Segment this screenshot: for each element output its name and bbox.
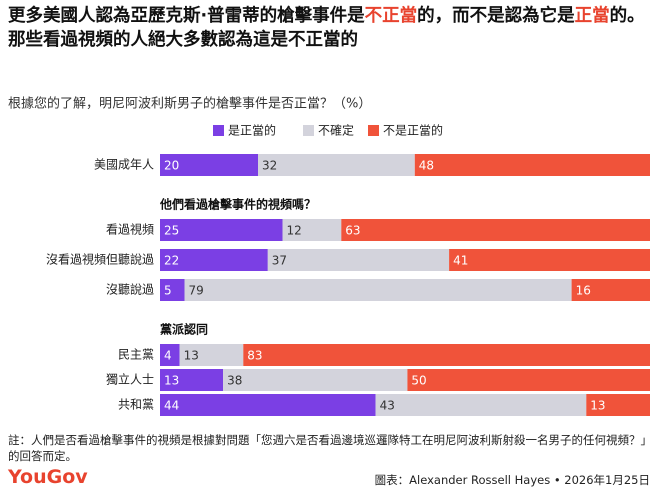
group-title: 他們看過槍擊事件的視頻嗎？ [159, 197, 316, 212]
value-label: 50 [411, 374, 426, 388]
bar-segment [267, 249, 450, 271]
value-label: 43 [380, 399, 395, 413]
bar-segment [341, 219, 650, 241]
value-label: 16 [576, 284, 591, 298]
category-label: 沒看過視頻但聽說過 [46, 252, 154, 267]
category-label: 看過視頻 [106, 222, 154, 237]
value-label: 5 [164, 284, 172, 298]
bar-segment [160, 394, 376, 416]
bar-segment [160, 344, 180, 366]
bar-segment [571, 279, 650, 301]
bar-segment [160, 154, 258, 176]
value-label: 79 [189, 284, 204, 298]
value-label: 13 [590, 399, 605, 413]
value-label: 48 [419, 159, 434, 173]
bar-segment [184, 279, 572, 301]
legend-label: 是正當的 [228, 123, 276, 138]
title-part: 的。那些看過視頻的人絕大多數認為這是不正當的 [8, 6, 645, 50]
legend-swatch [368, 125, 379, 136]
title-part: 更多美國人認為亞歷克斯·普雷蒂的槍擊事件是 [8, 6, 365, 26]
value-label: 41 [453, 254, 468, 268]
bar-segment [160, 219, 283, 241]
note: 註：人們是否看過槍擊事件的視頻是根據對問題「您週六是否看過邊境巡邏隊特工在明尼阿… [8, 433, 652, 463]
bar-segment [258, 154, 415, 176]
value-label: 12 [287, 224, 302, 238]
value-label: 25 [164, 224, 179, 238]
bar-segment [160, 369, 224, 391]
legend-swatch [303, 125, 314, 136]
bar-segment [586, 394, 650, 416]
legend-label: 不確定 [318, 123, 354, 138]
value-label: 4 [164, 349, 172, 363]
title-part: 的，而不是認為它是 [417, 6, 575, 26]
category-label: 美國成年人 [94, 158, 154, 172]
chart-title: 更多美國人認為亞歷克斯·普雷蒂的槍擊事件是不正當的，而不是認為它是正當的。那些看… [8, 4, 652, 52]
bar-segment [160, 279, 185, 301]
credit: 圖表：Alexander Rossell Hayes • 2026年1月25日 [374, 473, 650, 487]
value-label: 13 [184, 349, 199, 363]
value-label: 13 [164, 374, 179, 388]
subtitle: 根據您的了解，明尼阿波利斯男子的槍擊事件是否正當？（%） [8, 96, 371, 112]
value-label: 20 [164, 159, 179, 173]
title-part: 正當 [574, 6, 610, 26]
value-label: 32 [262, 159, 277, 173]
bar-segment [375, 394, 587, 416]
bar-segment [179, 344, 244, 366]
chart: 根據您的了解，明尼阿波利斯男子的槍擊事件是否正當？（%） 是正當的 不確定 不是正當… [8, 96, 651, 416]
title-part: 不正當 [364, 6, 418, 26]
category-label: 民主黨 [118, 348, 154, 362]
value-label: 37 [272, 254, 287, 268]
value-label: 38 [227, 374, 242, 388]
legend-label: 不是正當的 [383, 123, 443, 138]
legend-swatch [213, 125, 224, 136]
category-label: 沒聽說過 [106, 282, 154, 297]
category-label: 獨立人士 [106, 372, 154, 387]
bar-segment [160, 249, 268, 271]
bar-segment [449, 249, 650, 271]
value-label: 22 [164, 254, 179, 268]
value-label: 44 [164, 399, 179, 413]
group-title: 黨派認同 [160, 322, 208, 337]
logo: YouGov [8, 466, 88, 488]
bar-segment [407, 369, 650, 391]
bar-segment [282, 219, 342, 241]
category-label: 共和黨 [118, 398, 154, 412]
value-label: 63 [345, 224, 360, 238]
bar-segment [223, 369, 408, 391]
bar-segment [243, 344, 651, 366]
bar-segment [414, 154, 650, 176]
value-label: 83 [247, 349, 262, 363]
